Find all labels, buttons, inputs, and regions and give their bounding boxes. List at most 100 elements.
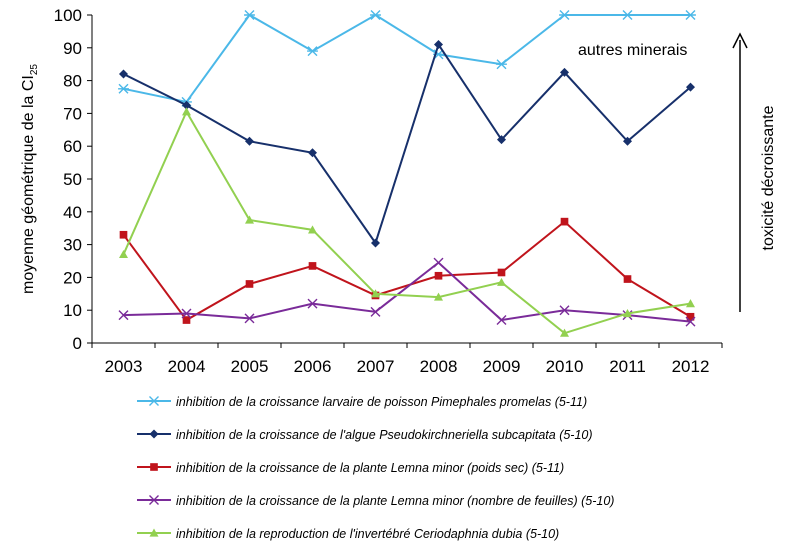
data-point	[622, 10, 633, 20]
data-point	[370, 306, 381, 317]
toxicity-arrow-head	[732, 32, 748, 49]
data-point	[434, 292, 443, 301]
data-point	[148, 396, 160, 406]
y-tick-label: 80	[63, 72, 82, 91]
data-point	[686, 82, 695, 92]
data-point	[308, 225, 317, 234]
data-point	[118, 310, 129, 321]
data-point	[119, 249, 128, 259]
legend: inhibition de la croissance larvaire de …	[137, 395, 614, 541]
data-point	[434, 40, 443, 50]
data-point	[560, 217, 569, 226]
toxicity-arrow-label: toxicité décroissante	[760, 105, 777, 250]
data-point	[496, 59, 507, 70]
data-point	[149, 528, 159, 537]
legend-label: inhibition de la croissance larvaire de …	[176, 395, 587, 409]
data-point	[149, 495, 159, 505]
series-5	[119, 107, 695, 337]
series-line	[123, 13, 691, 104]
data-point	[307, 298, 318, 309]
data-point	[434, 271, 443, 280]
x-tick-label: 2011	[609, 357, 646, 376]
data-point	[685, 316, 696, 327]
x-tick-label: 2003	[105, 357, 143, 376]
data-point	[371, 289, 380, 298]
series-line	[123, 42, 692, 246]
data-point	[244, 10, 255, 20]
series-2	[119, 40, 695, 248]
series-3	[119, 217, 695, 324]
legend-label: inhibition de la croissance de l'algue P…	[176, 428, 593, 442]
x-tick-label: 2007	[357, 357, 395, 376]
y-tick-label: 60	[63, 137, 82, 156]
data-point	[560, 67, 569, 77]
data-point	[181, 308, 192, 319]
annotations: autres minerais toxicité décroissante	[578, 32, 777, 312]
y-tick-label: 50	[63, 170, 82, 189]
y-tick-label: 70	[63, 104, 82, 123]
data-point	[686, 299, 695, 308]
data-point	[623, 136, 632, 146]
series-line	[123, 261, 691, 323]
data-point	[245, 215, 254, 224]
data-point	[118, 83, 129, 94]
data-point	[308, 148, 317, 158]
data-point	[559, 10, 570, 20]
data-point	[559, 305, 570, 316]
y-tick-label: 90	[63, 39, 82, 58]
x-tick-label: 2004	[168, 357, 206, 376]
data-point	[497, 135, 506, 145]
x-tick-label: 2006	[294, 357, 332, 376]
y-tick-label: 0	[73, 334, 82, 353]
series-4	[118, 257, 696, 327]
x-tick-label: 2010	[546, 357, 584, 376]
annotation-autres-minerais: autres minerais	[578, 42, 687, 59]
x-tick-label: 2008	[420, 357, 458, 376]
data-point	[371, 238, 380, 248]
data-point	[496, 315, 507, 326]
legend-label: inhibition de la reproduction de l'inver…	[176, 527, 559, 541]
legend-item: inhibition de la croissance de la plante…	[137, 494, 614, 508]
x-tick-label: 2009	[483, 357, 521, 376]
data-point	[150, 463, 158, 471]
data-point	[686, 312, 695, 321]
legend-item: inhibition de la croissance de l'algue P…	[137, 428, 593, 442]
legend-label: inhibition de la croissance de la plante…	[176, 494, 614, 508]
y-tick-label: 100	[54, 6, 82, 25]
data-point	[560, 328, 569, 337]
data-point	[245, 136, 254, 146]
data-point	[119, 230, 128, 239]
y-tick-label: 30	[63, 236, 82, 255]
y-tick-label: 40	[63, 203, 82, 222]
series-line	[122, 220, 692, 322]
data-point	[119, 69, 128, 79]
legend-item: inhibition de la croissance larvaire de …	[137, 395, 587, 409]
data-point	[308, 262, 317, 270]
data-point	[244, 313, 255, 324]
data-point	[307, 46, 318, 57]
data-point	[497, 277, 506, 286]
y-tick-label: 10	[63, 301, 82, 320]
data-point	[182, 100, 191, 110]
legend-item: inhibition de la croissance de la plante…	[137, 461, 564, 475]
series-line	[122, 109, 691, 335]
data-point	[623, 275, 632, 283]
data-point	[433, 257, 444, 268]
data-point	[245, 280, 254, 288]
legend-item: inhibition de la reproduction de l'inver…	[137, 527, 559, 541]
x-tick-label: 2005	[231, 357, 269, 376]
data-point	[182, 316, 191, 324]
data-point	[623, 308, 632, 318]
legend-label: inhibition de la croissance de la plante…	[176, 461, 564, 475]
data-point	[497, 268, 506, 277]
data-point	[685, 10, 696, 20]
data-point	[149, 429, 159, 439]
y-tick-label: 20	[63, 268, 82, 287]
axes: 0 10 20 30 40 50 60 70 80 90 100 2003 2004 2005 2006 20…	[20, 6, 723, 376]
series-group	[118, 10, 696, 337]
data-point	[182, 107, 191, 116]
x-tick-label: 2012	[672, 357, 710, 376]
data-point	[370, 10, 381, 20]
y-axis-label: moyenne géométrique de la CI25	[20, 64, 40, 294]
